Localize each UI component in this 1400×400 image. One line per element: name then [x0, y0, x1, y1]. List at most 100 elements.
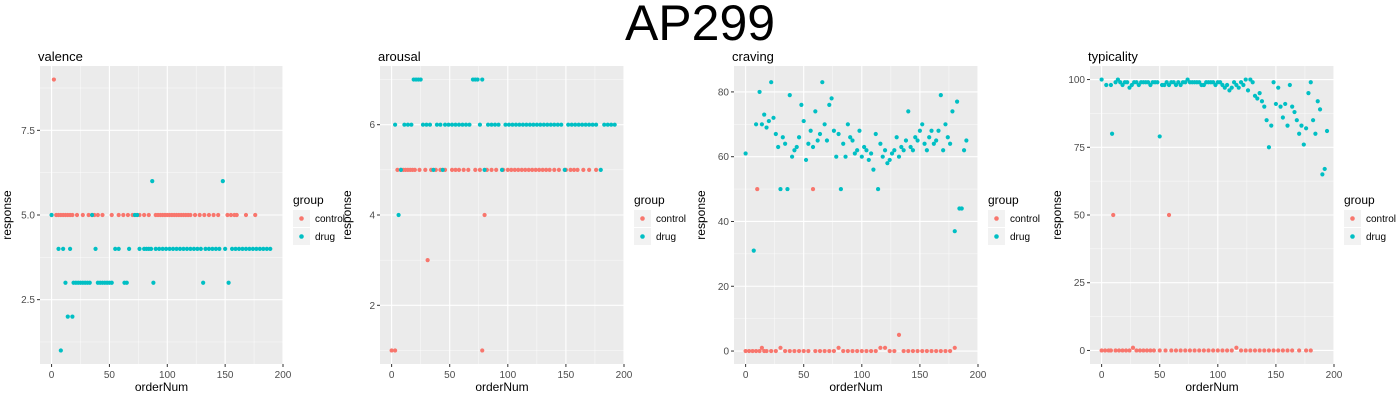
data-point-drug: [527, 122, 532, 127]
data-point-control: [395, 167, 400, 172]
data-point-drug: [810, 144, 816, 150]
x-axis-title: orderNum: [475, 380, 528, 394]
data-point-drug: [1259, 99, 1265, 104]
data-point-drug: [817, 131, 823, 137]
data-point-drug: [838, 186, 843, 192]
data-point-drug: [605, 122, 610, 127]
data-point-drug: [598, 167, 603, 172]
data-point-control: [1238, 348, 1244, 353]
data-point-control: [817, 348, 823, 354]
data-point-drug: [609, 122, 614, 127]
chart-title: arousal: [378, 49, 421, 64]
data-point-drug: [534, 122, 539, 127]
data-point-drug: [243, 246, 249, 251]
data-point-drug: [961, 148, 967, 153]
data-point-drug: [398, 167, 404, 172]
data-point-drug: [506, 122, 512, 127]
data-point-drug: [453, 122, 458, 127]
data-point-control: [552, 167, 557, 172]
x-tick-label: 100: [499, 370, 516, 381]
data-point-drug: [148, 246, 154, 251]
data-point-drug: [952, 229, 957, 234]
chart-title: valence: [38, 49, 83, 64]
data-point-control: [512, 167, 517, 172]
data-point-drug: [261, 246, 266, 251]
data-point-control: [796, 348, 802, 354]
data-point-control: [202, 212, 207, 218]
legend-key-control: [1350, 216, 1355, 221]
data-point-drug: [831, 128, 837, 133]
data-point-drug: [1283, 101, 1288, 107]
data-point-control: [845, 348, 850, 354]
data-point-drug: [531, 122, 536, 127]
data-point-control: [1243, 348, 1248, 353]
data-point-control: [906, 348, 911, 354]
data-point-drug: [1262, 104, 1267, 109]
x-tick-label: 100: [1209, 370, 1226, 381]
data-point-drug: [896, 154, 902, 159]
data-point-control: [759, 345, 764, 350]
y-tick-label: 0: [723, 347, 729, 358]
data-point-control: [929, 348, 934, 354]
data-point-drug: [827, 102, 832, 107]
data-point-drug: [882, 148, 888, 153]
data-point-drug: [229, 246, 235, 251]
data-point-drug: [555, 122, 560, 127]
data-point-control: [1262, 348, 1267, 353]
data-point-drug: [396, 212, 401, 218]
data-point-drug: [485, 122, 491, 127]
data-point-control: [1257, 348, 1262, 353]
y-tick-label: 2: [369, 301, 375, 312]
data-point-drug: [440, 167, 445, 172]
data-point-drug: [1241, 82, 1246, 88]
data-point-drug: [442, 122, 448, 127]
data-point-drug: [1236, 85, 1241, 90]
data-point-drug: [587, 122, 592, 127]
x-axis-title: orderNum: [1185, 380, 1238, 394]
data-point-control: [425, 258, 430, 263]
x-tick-label: 50: [104, 370, 116, 381]
x-tick-label: 200: [970, 370, 987, 381]
data-point-drug: [948, 141, 953, 146]
data-point-drug: [1301, 142, 1306, 147]
data-point-control: [1166, 212, 1172, 218]
data-point-control: [1297, 348, 1302, 353]
data-point-drug: [220, 179, 225, 184]
data-point-control: [1157, 348, 1162, 353]
data-point-drug: [855, 148, 860, 153]
y-tick-label: 4: [369, 211, 375, 222]
data-point-drug: [456, 122, 462, 127]
data-point-control: [461, 167, 466, 172]
data-point-control: [743, 348, 748, 354]
data-point-drug: [1243, 77, 1248, 82]
data-point-control: [787, 348, 792, 354]
data-point-drug: [177, 246, 183, 251]
data-point-drug: [583, 122, 588, 127]
data-point-drug: [63, 280, 68, 285]
data-point-drug: [769, 80, 774, 85]
data-point-drug: [852, 151, 857, 156]
y-axis-title: response: [340, 190, 354, 240]
data-point-drug: [815, 138, 820, 143]
data-point-control: [747, 348, 752, 354]
data-point-drug: [65, 314, 70, 319]
data-point-drug: [866, 157, 871, 163]
data-point-control: [243, 212, 249, 218]
data-point-drug: [602, 122, 607, 127]
data-point-control: [864, 348, 869, 354]
data-point-control: [882, 345, 888, 350]
data-point-drug: [420, 122, 426, 127]
data-point-drug: [922, 141, 927, 146]
data-point-drug: [1255, 96, 1260, 101]
data-point-control: [934, 348, 939, 354]
y-tick-label: 5.0: [21, 211, 35, 222]
legend-label-control: control: [1366, 214, 1396, 225]
data-point-control: [70, 212, 75, 218]
data-point-control: [587, 167, 592, 172]
data-point-drug: [938, 93, 943, 98]
data-point-control: [216, 212, 221, 218]
data-point-control: [556, 167, 562, 172]
data-point-drug: [1099, 77, 1104, 82]
data-point-drug: [908, 144, 913, 150]
legend-title: group: [634, 193, 665, 207]
